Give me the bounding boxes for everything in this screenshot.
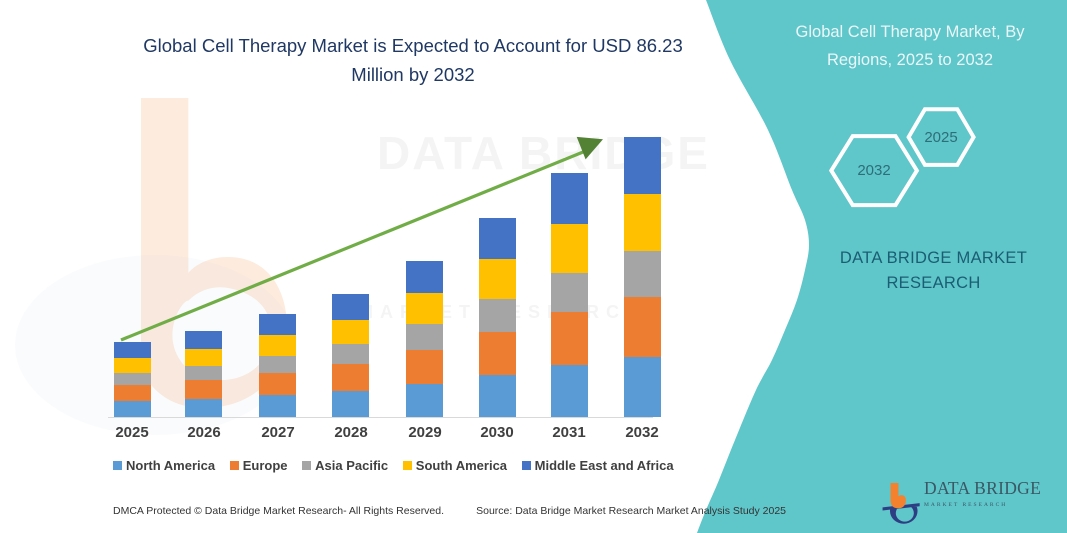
svg-text:2025: 2025	[924, 129, 957, 146]
svg-text:2032: 2032	[857, 162, 890, 179]
